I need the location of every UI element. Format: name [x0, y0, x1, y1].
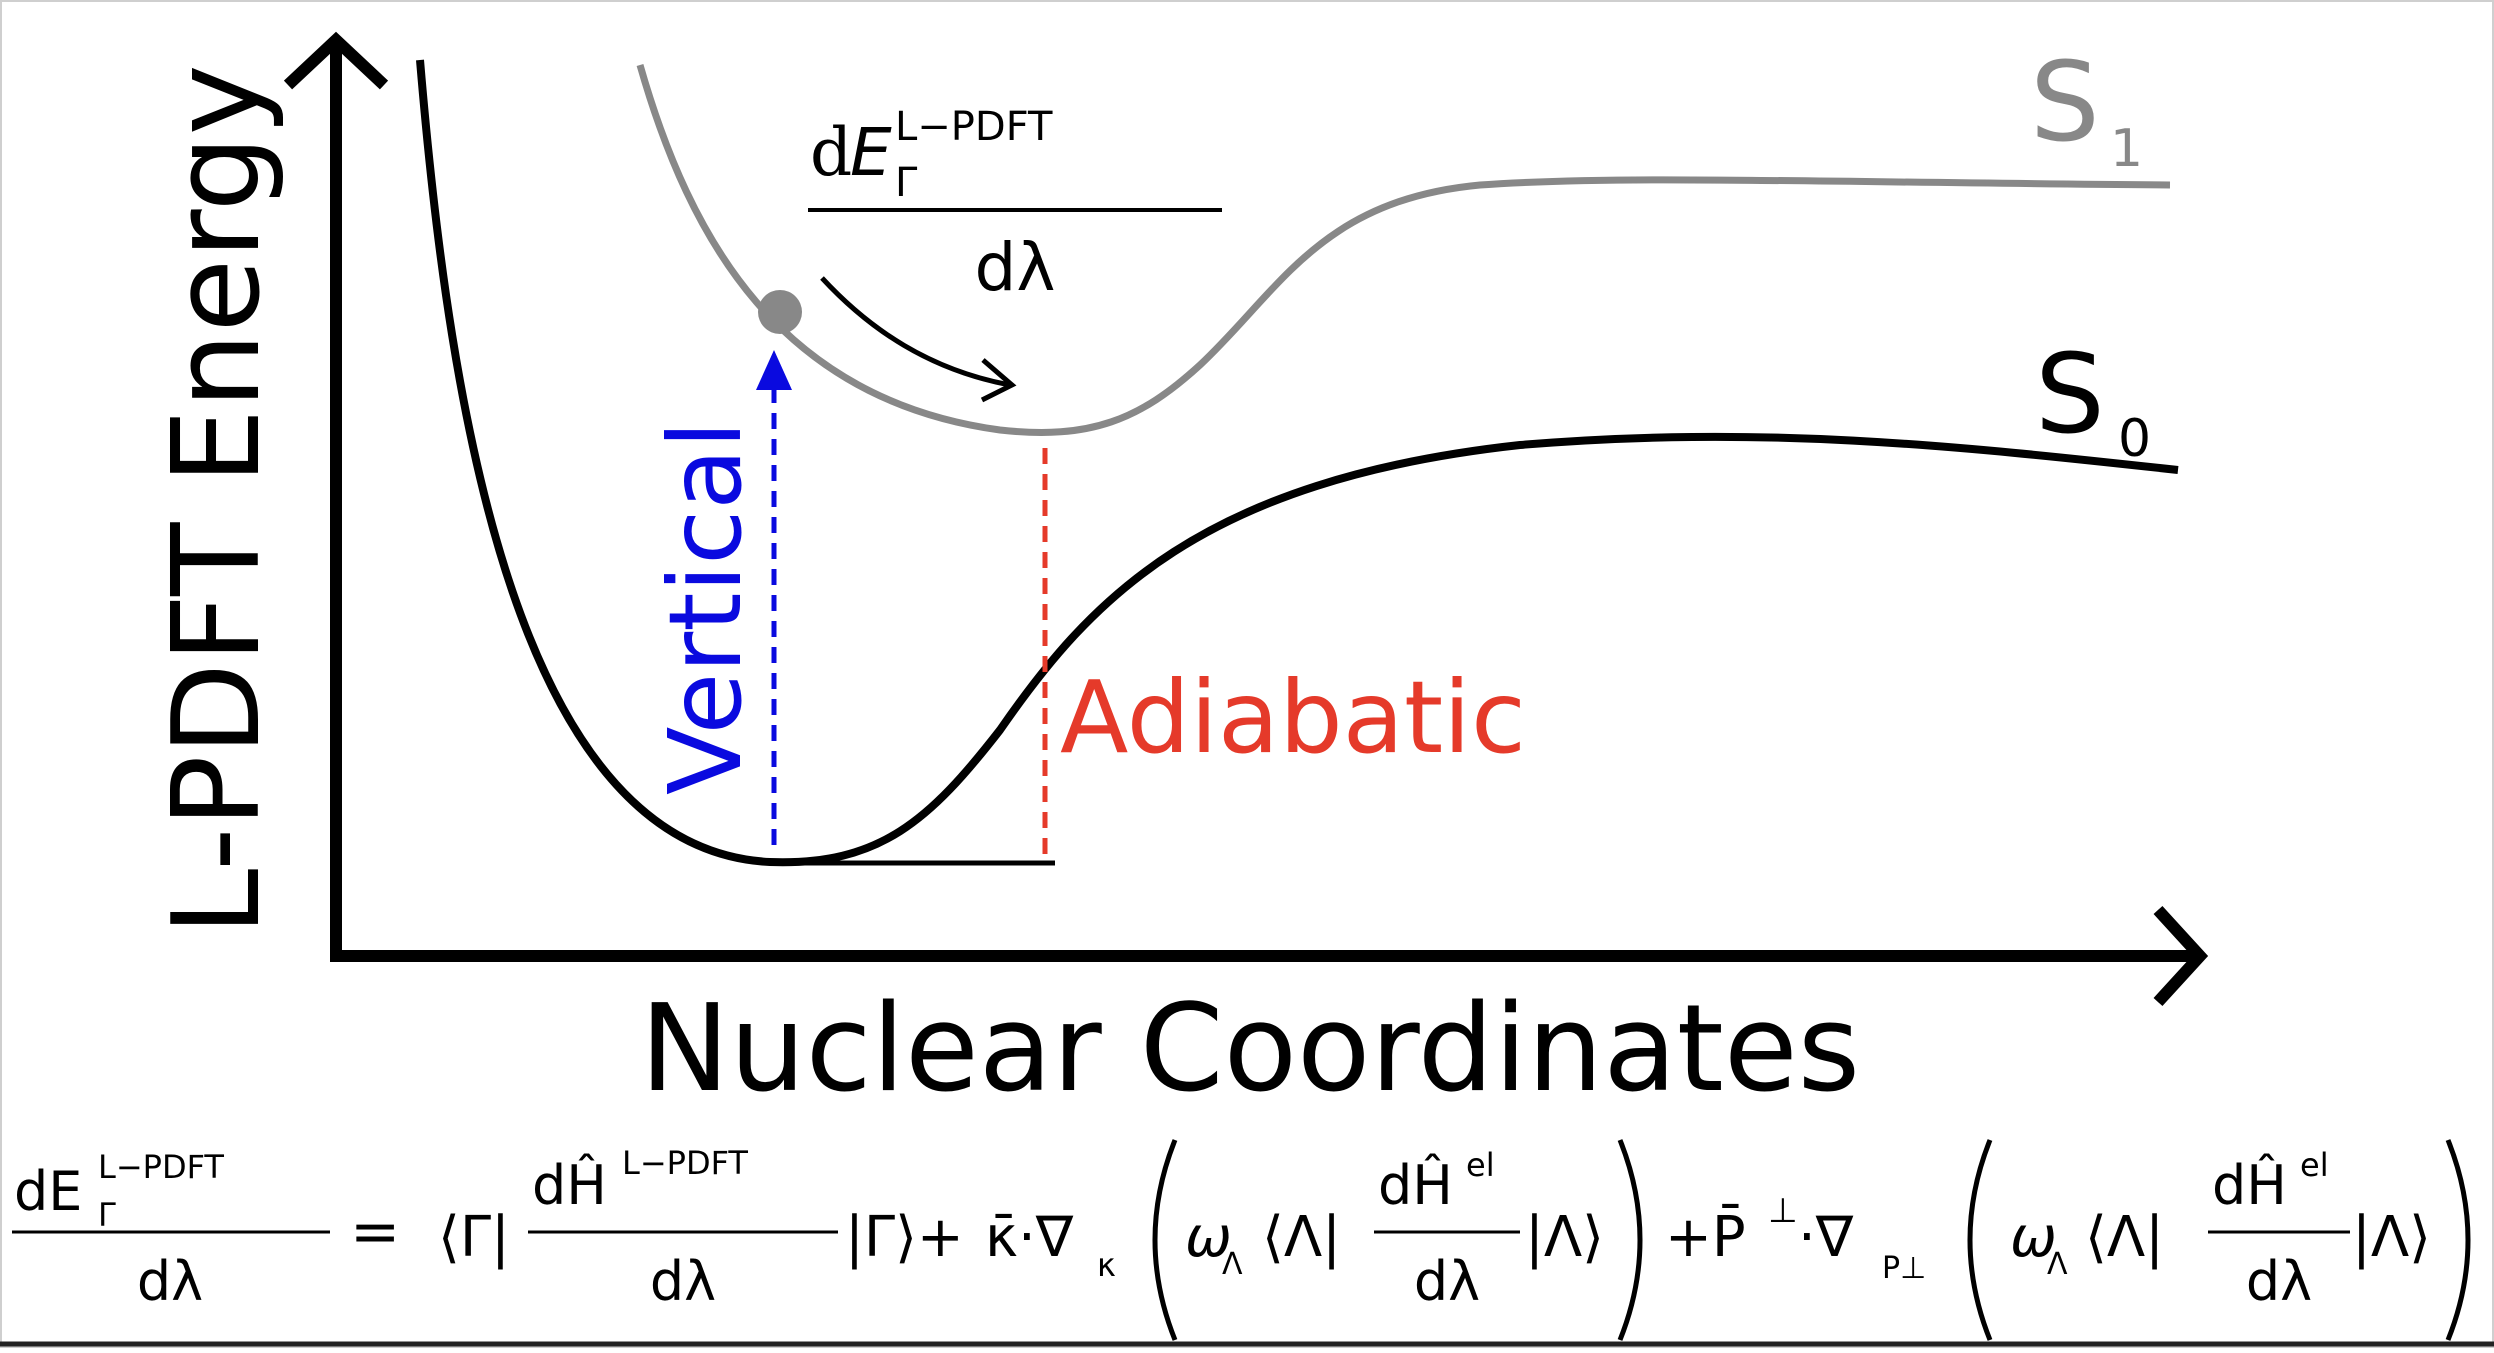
gradient-equation: dE L−PDFT Γ dλ = ⟨Γ| dĤ L−PDFT dλ |Γ⟩+ κ…: [12, 1139, 2471, 1341]
eq-omega2: ω: [2010, 1205, 2057, 1270]
vertical-arrowhead: [756, 350, 792, 390]
eq-term2-den: dλ: [1414, 1250, 1480, 1313]
y-axis-arrowhead: [283, 31, 389, 90]
eq-paren-close-2: [2445, 1139, 2471, 1341]
eq-ket-lambda2: |Λ⟩: [2352, 1205, 2431, 1270]
eq-paren-open-1: [1152, 1139, 1178, 1341]
eq-ket-lambda1: |Λ⟩: [1525, 1205, 1604, 1270]
eq-plus-p: +P̄: [1665, 1205, 1746, 1270]
eq-p-perp: ⊥: [1768, 1191, 1798, 1231]
eq-term2-sup: el: [1466, 1146, 1495, 1184]
eq-nabla-p-sub: P⊥: [1882, 1251, 1926, 1286]
eq-nabla-p: ·∇: [1798, 1205, 1854, 1270]
adiabatic-label: Adiabatic: [1060, 659, 1526, 776]
s1-label: S 1: [2030, 38, 2143, 179]
gradient-den: dλ: [975, 229, 1056, 306]
eq-lhs-den: dλ: [137, 1250, 203, 1313]
s0-label: S 0: [2035, 330, 2151, 469]
s0-label-main: S: [2035, 330, 2105, 458]
gradient-arrow: [820, 276, 1011, 388]
y-axis-label: L-PDFT Energy: [148, 64, 287, 935]
x-axis-arrowhead: [2153, 905, 2209, 1007]
eq-omega1: ω: [1185, 1205, 1232, 1270]
s1-label-subscript: 1: [2110, 119, 2143, 179]
s1-curve: [636, 64, 2171, 436]
gradient-arrowhead: [980, 358, 1017, 403]
eq-bra-gamma: ⟨Γ|: [438, 1205, 510, 1270]
eq-term3-sup: el: [2300, 1146, 2329, 1184]
eq-lhs-num: dE: [14, 1160, 82, 1223]
eq-equals: =: [350, 1197, 400, 1267]
gradient-fraction: d E L−PDFT Γ dλ: [808, 104, 1222, 306]
eq-term2-num: dĤ: [1378, 1154, 1453, 1217]
eq-paren-open-2: [1967, 1139, 1993, 1341]
s1-label-main: S: [2030, 38, 2100, 166]
eq-lhs-sup: L−PDFT: [98, 1148, 224, 1186]
eq-term1-den: dλ: [650, 1250, 716, 1313]
eq-omega2-sub: Λ: [2047, 1247, 2068, 1282]
gradient-num-d: d: [810, 114, 852, 191]
eq-kappa-nabla: κ̄·∇: [985, 1205, 1074, 1270]
eq-term3-den: dλ: [2246, 1250, 2312, 1313]
gradient-num-sub: Γ: [895, 160, 918, 206]
axes: [283, 31, 2209, 1007]
eq-bra-lambda1: ⟨Λ|: [1262, 1205, 1341, 1270]
eq-kappa-sub: κ: [1097, 1246, 1116, 1284]
eq-lhs-sub: Γ: [98, 1196, 116, 1234]
gradient-num-E: E: [850, 114, 892, 191]
eq-paren-close-1: [1617, 1139, 1643, 1341]
eq-term1-sup: L−PDFT: [622, 1144, 748, 1182]
vertical-label: Vertical: [647, 421, 764, 795]
eq-bra-lambda2: ⟨Λ|: [2085, 1205, 2164, 1270]
s0-curve: [416, 59, 2179, 867]
eq-term3-num: dĤ: [2212, 1154, 2287, 1217]
gradient-num-sup: L−PDFT: [895, 104, 1053, 150]
eq-ket-gamma: |Γ⟩+: [845, 1205, 964, 1270]
s0-label-subscript: 0: [2118, 409, 2151, 469]
s1-excitation-point: [758, 290, 802, 334]
x-axis-label: Nuclear Coordinates: [640, 980, 1860, 1119]
eq-term1-num: dĤ: [532, 1154, 607, 1217]
eq-omega1-sub: Λ: [1222, 1247, 1243, 1282]
